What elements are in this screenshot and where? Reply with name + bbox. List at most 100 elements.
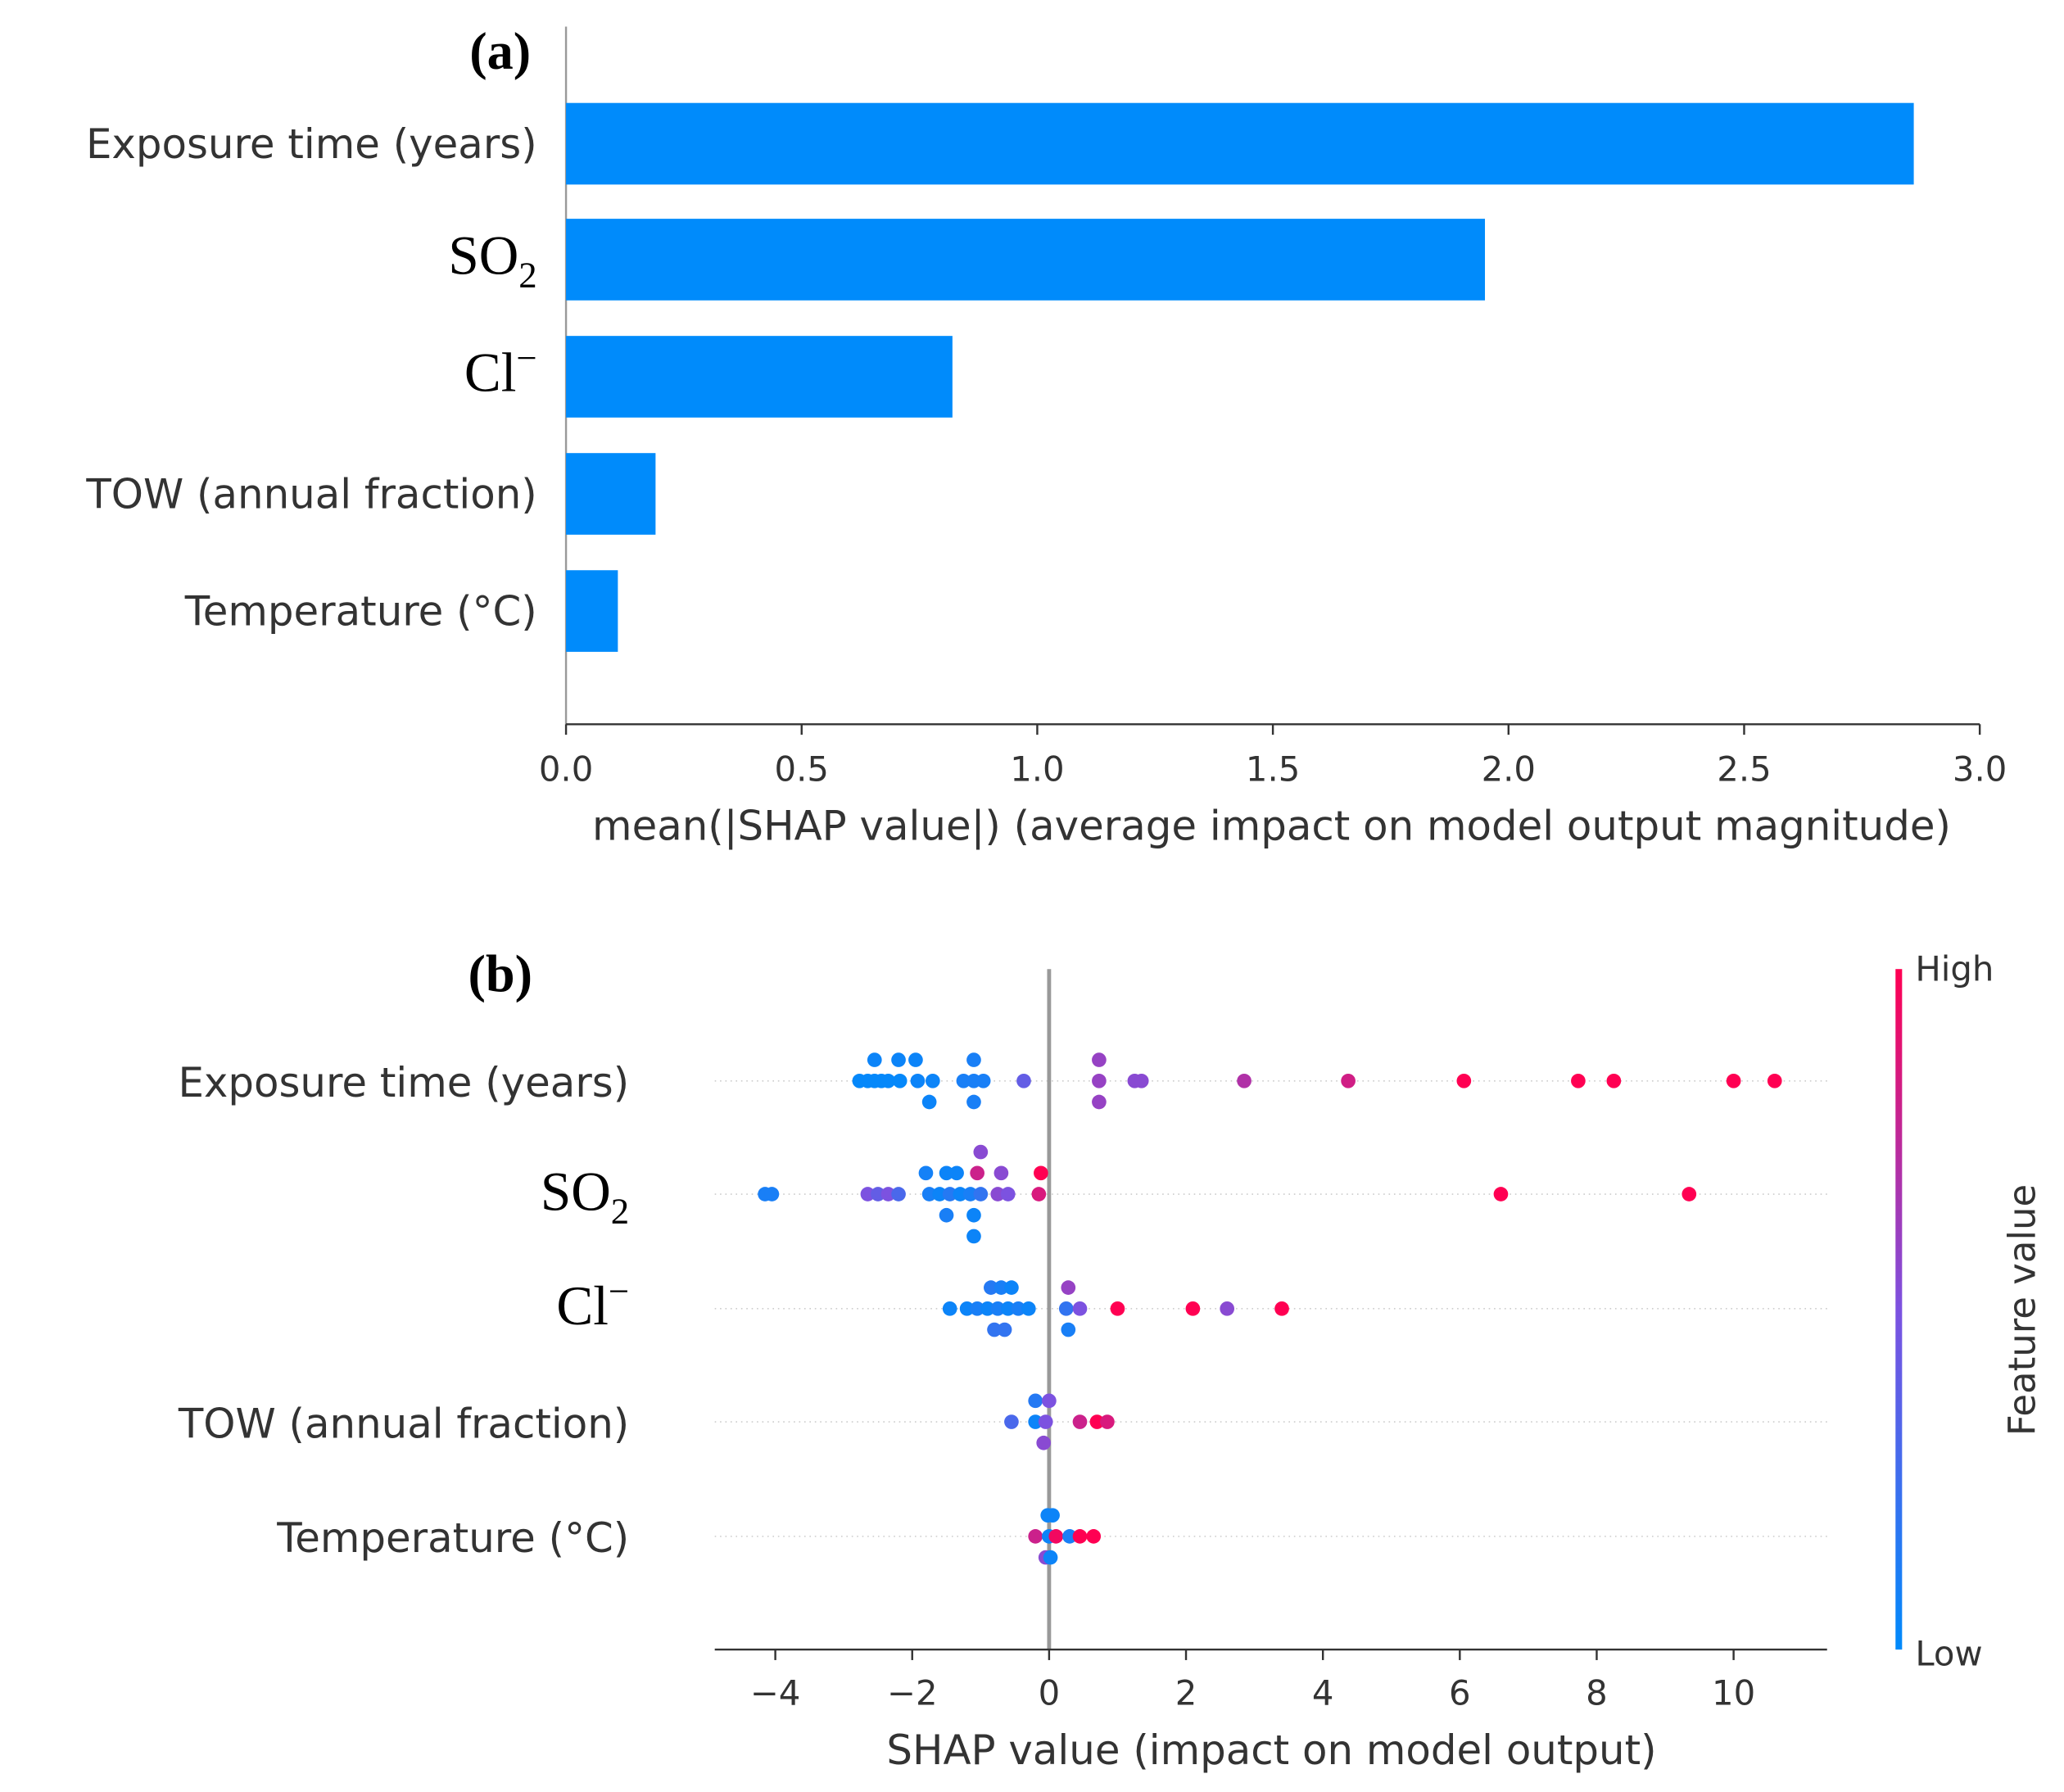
- colorbar-title: Feature value: [2001, 1184, 2044, 1436]
- shap-point: [910, 1073, 926, 1088]
- shap-point: [994, 1165, 1009, 1181]
- shap-point: [970, 1165, 984, 1181]
- shap-point: [939, 1207, 954, 1223]
- panel-a-bar-chart: (a) mean(|SHAP value|) (average impact o…: [85, 22, 2007, 850]
- shap-point: [1072, 1529, 1088, 1544]
- shap-point: [1061, 1322, 1076, 1337]
- shap-point: [932, 1187, 948, 1201]
- bar: [566, 336, 953, 418]
- shap-point: [959, 1301, 975, 1316]
- x-tick-label: 1.0: [1010, 749, 1064, 789]
- shap-point: [1061, 1280, 1076, 1295]
- shap-point: [1092, 1073, 1107, 1088]
- shap-point: [990, 1187, 1006, 1201]
- shap-point: [1036, 1435, 1052, 1450]
- panel-b-x-axis-label: SHAP value (impact on model output): [886, 1726, 1656, 1774]
- y-tick-label: Exposure time (years): [178, 1059, 629, 1106]
- shap-point: [1220, 1301, 1235, 1316]
- shap-point: [1031, 1187, 1047, 1201]
- y-tick-label: TOW (annual fraction): [178, 1400, 629, 1447]
- y-tick-label: Temperature (°C): [184, 588, 537, 636]
- bar: [566, 219, 1486, 301]
- shap-point: [1034, 1165, 1048, 1181]
- bar: [566, 102, 1914, 185]
- panel-b-label: (b): [468, 945, 532, 1003]
- shap-point: [975, 1073, 991, 1088]
- shap-point: [1072, 1301, 1088, 1316]
- shap-point: [966, 1094, 981, 1110]
- shap-point: [1185, 1301, 1201, 1316]
- shap-point: [1571, 1073, 1586, 1088]
- shap-point: [1043, 1550, 1058, 1565]
- shap-point: [1767, 1073, 1782, 1088]
- shap-point: [1062, 1529, 1077, 1544]
- shap-point: [942, 1187, 957, 1201]
- shap-point: [997, 1322, 1012, 1337]
- shap-point: [891, 1052, 906, 1067]
- shap-point: [860, 1187, 876, 1201]
- x-tick-label: 10: [1712, 1673, 1755, 1713]
- shap-point: [880, 1187, 896, 1201]
- x-tick-label: 4: [1312, 1673, 1334, 1713]
- shap-point: [918, 1165, 934, 1181]
- shap-point: [1058, 1301, 1074, 1316]
- x-tick-label: 0.0: [539, 749, 593, 789]
- x-tick-label: 2.5: [1717, 749, 1771, 789]
- shap-point: [1237, 1073, 1252, 1088]
- shap-point: [867, 1052, 882, 1067]
- shap-point: [1016, 1073, 1031, 1088]
- shap-point: [1134, 1073, 1149, 1088]
- colorbar: [1895, 969, 1903, 1650]
- shap-point: [1682, 1187, 1697, 1201]
- shap-point: [984, 1280, 998, 1295]
- shap-point: [1011, 1301, 1026, 1316]
- shap-point: [970, 1301, 984, 1316]
- shap-point: [925, 1073, 940, 1088]
- shap-point: [880, 1073, 896, 1088]
- shap-point: [1028, 1529, 1043, 1544]
- shap-point: [949, 1165, 964, 1181]
- y-tick-label: Exposure time (years): [86, 120, 537, 168]
- shap-point: [1100, 1414, 1115, 1429]
- shap-point: [1072, 1414, 1088, 1429]
- shap-point: [1089, 1414, 1105, 1429]
- shap-point: [966, 1207, 981, 1223]
- shap-point: [1726, 1073, 1741, 1088]
- shap-point: [1092, 1094, 1107, 1110]
- shap-point: [1045, 1508, 1060, 1523]
- shap-point: [891, 1187, 906, 1201]
- shap-point: [1042, 1393, 1057, 1409]
- colorbar-high-label: High: [1915, 949, 1994, 989]
- shap-point: [973, 1144, 989, 1160]
- shap-point: [1456, 1073, 1472, 1088]
- shap-point: [1341, 1073, 1356, 1088]
- shap-point: [1000, 1301, 1016, 1316]
- y-tick-label: Cl−: [556, 1270, 629, 1337]
- y-tick-label: SO2: [541, 1161, 629, 1231]
- shap-point: [1048, 1529, 1064, 1544]
- shap-point: [921, 1187, 937, 1201]
- shap-point: [871, 1187, 885, 1201]
- shap-point: [939, 1165, 954, 1181]
- shap-point: [953, 1187, 968, 1201]
- shap-point: [966, 1229, 981, 1244]
- shap-point: [921, 1094, 937, 1110]
- shap-point: [1004, 1280, 1019, 1295]
- shap-point: [966, 1052, 981, 1067]
- bar: [566, 453, 656, 535]
- x-tick-label: 0: [1039, 1673, 1061, 1713]
- shap-point: [1110, 1301, 1125, 1316]
- shap-point: [764, 1187, 780, 1201]
- x-tick-label: 2.0: [1482, 749, 1536, 789]
- x-tick-label: 6: [1449, 1673, 1471, 1713]
- shap-point: [1000, 1187, 1016, 1201]
- shap-point: [1606, 1073, 1622, 1088]
- shap-point: [1038, 1414, 1053, 1429]
- shap-point: [990, 1301, 1006, 1316]
- x-tick-label: 0.5: [775, 749, 829, 789]
- shap-point: [1493, 1187, 1509, 1201]
- shap-point: [973, 1187, 989, 1201]
- x-tick-label: −2: [887, 1673, 938, 1713]
- shap-point: [1092, 1052, 1107, 1067]
- bar: [566, 570, 618, 652]
